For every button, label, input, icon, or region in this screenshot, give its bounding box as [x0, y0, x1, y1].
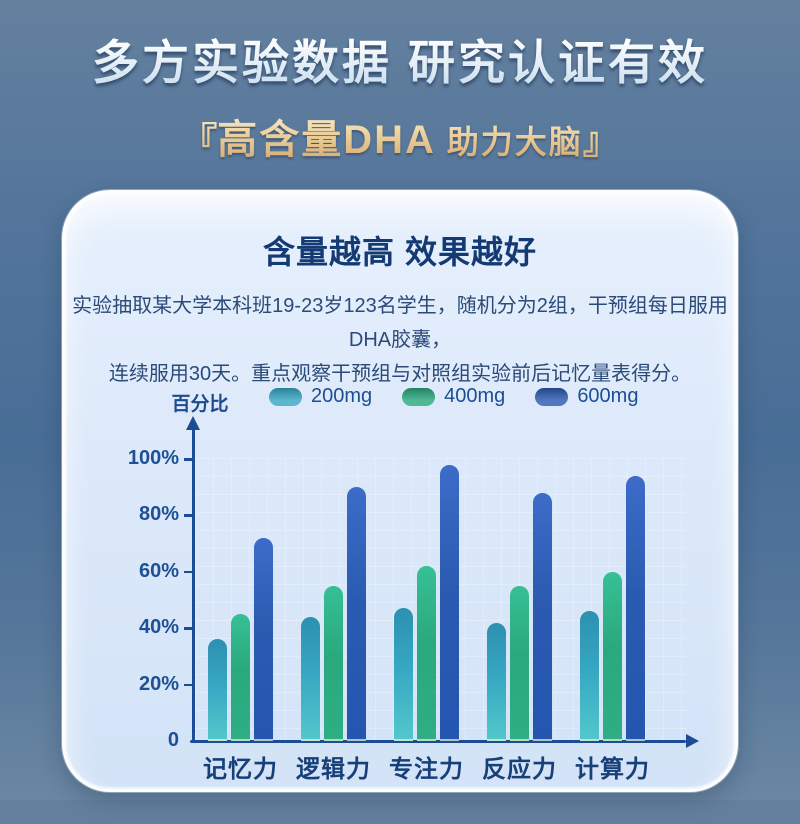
y-tick-mark: [184, 570, 193, 574]
y-tick-label: 100%: [127, 447, 179, 469]
bar-专注力-200mg: [394, 608, 413, 741]
bar-逻辑力-200mg: [301, 616, 320, 741]
experiment-description: 实验抽取某大学本科班19-23岁123名学生，随机分为2组，干预组每日服用DHA…: [65, 289, 735, 391]
subtitle-bracket-close: 』: [582, 120, 619, 161]
experiment-description-line1: 实验抽取某大学本科班19-23岁123名学生，随机分为2组，干预组每日服用DHA…: [72, 295, 728, 351]
x-category-label-计算力: 计算力: [575, 756, 650, 783]
experiment-description-line2: 连续服用30天。重点观察干预组与对照组实验前后记忆量表得分。: [108, 363, 692, 385]
chart-title: 含量越高 效果越好: [263, 234, 537, 270]
legend-swatch-icon: [402, 387, 436, 406]
subtitle-bracket-open: 『: [181, 120, 218, 161]
y-tick-mark: [184, 514, 193, 517]
y-tick-mark: [184, 458, 193, 461]
bar-记忆力-600mg: [254, 537, 273, 741]
legend-item-200mg: 200mg: [269, 385, 372, 408]
bar-计算力-600mg: [626, 475, 645, 741]
bar-反应力-200mg: [487, 622, 506, 741]
legend-label: 400mg: [444, 385, 506, 407]
x-category-label-专注力: 专注力: [389, 756, 464, 783]
subtitle-sub-text: [436, 124, 447, 160]
legend-swatch-icon: [535, 387, 569, 406]
bar-专注力-600mg: [440, 464, 459, 741]
page-title: 多方实验数据 研究认证有效: [0, 24, 800, 93]
subtitle-main-text: 高含量DHA: [217, 118, 436, 162]
y-axis-title: 百分比: [171, 394, 229, 415]
y-axis-arrow-icon: [186, 416, 200, 430]
x-category-label-记忆力: 记忆力: [203, 756, 278, 783]
bar-反应力-600mg: [533, 492, 552, 741]
legend-item-400mg: 400mg: [402, 385, 505, 408]
bar-反应力-400mg: [510, 585, 529, 741]
bar-记忆力-200mg: [208, 639, 227, 741]
legend-swatch-icon: [269, 387, 302, 406]
bar-chart: 百分比 200mg 400mg 600mg 0 20% 40% 60% 80% 100% 记忆…: [128, 385, 733, 783]
page-subtitle: 『高含量DHA 助力大脑』: [0, 107, 800, 165]
x-axis-arrow-icon: [686, 734, 699, 748]
y-tick-label: 60%: [138, 559, 179, 582]
legend-label: 600mg: [577, 385, 639, 407]
y-tick-label: 0: [167, 729, 179, 751]
y-tick-mark: [184, 627, 193, 630]
y-axis-line: [191, 429, 195, 741]
bar-专注力-400mg: [417, 566, 436, 741]
bar-计算力-200mg: [580, 611, 599, 741]
y-tick-label: 20%: [138, 672, 179, 695]
bar-记忆力-400mg: [231, 614, 250, 741]
bar-计算力-400mg: [603, 571, 622, 741]
y-tick-label: 40%: [138, 616, 179, 639]
x-category-label-反应力: 反应力: [482, 756, 557, 783]
bar-逻辑力-400mg: [324, 585, 343, 741]
content-card: 含量越高 效果越好 实验抽取某大学本科班19-23岁123名学生，随机分为2组，…: [62, 190, 738, 792]
subtitle-secondary-text: 助力大脑: [446, 124, 583, 160]
x-axis-line: [190, 739, 686, 743]
legend-label: 200mg: [311, 385, 373, 407]
legend: 200mg 400mg 600mg: [269, 385, 638, 408]
legend-item-600mg: 600mg: [535, 385, 638, 408]
x-category-label-逻辑力: 逻辑力: [296, 756, 371, 783]
bar-逻辑力-600mg: [347, 487, 366, 741]
y-tick-mark: [184, 683, 193, 687]
y-tick-label: 80%: [138, 503, 179, 526]
